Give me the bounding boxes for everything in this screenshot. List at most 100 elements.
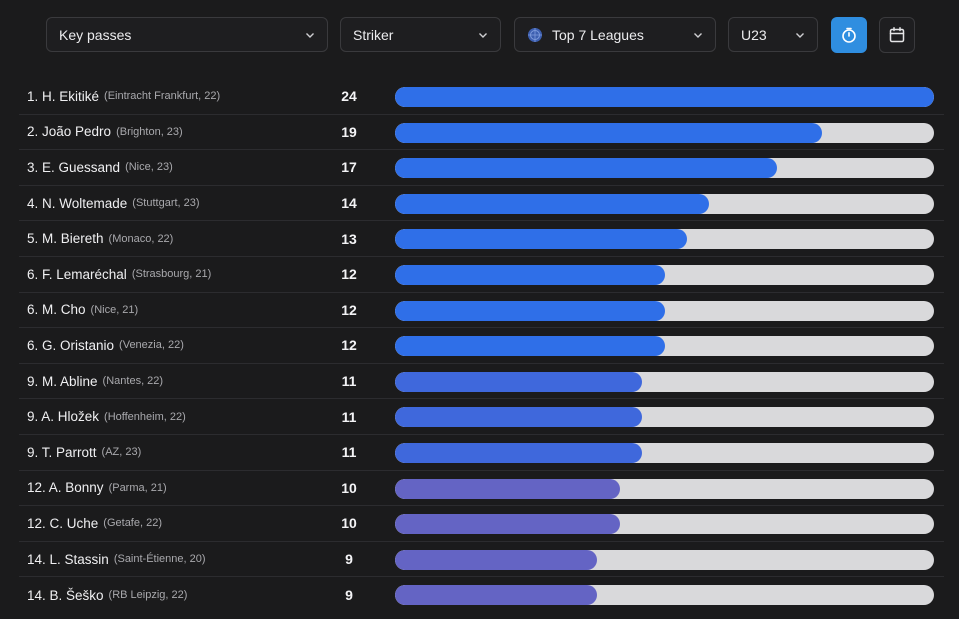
stat-value: 9 xyxy=(345,587,353,604)
stat-value: 11 xyxy=(341,373,357,390)
player-club-age: (Stuttgart, 23) xyxy=(132,197,200,210)
stat-value: 10 xyxy=(341,515,357,532)
bar-track xyxy=(395,442,934,463)
player-club-age: (Nice, 23) xyxy=(125,161,173,174)
player-name: 9. A. Hložek (Hoffenheim, 22) xyxy=(27,399,186,434)
bar-fill xyxy=(395,478,620,499)
stat-value: 11 xyxy=(341,444,357,461)
player-name-text: 9. A. Hložek xyxy=(27,409,100,425)
stat-value: 12 xyxy=(341,301,357,318)
player-club-age: (Monaco, 22) xyxy=(108,232,174,245)
bar-track xyxy=(395,264,934,285)
player-name-text: 5. M. Biereth xyxy=(27,231,104,247)
bar-track xyxy=(395,87,934,107)
player-name-text: 14. L. Stassin xyxy=(27,551,109,567)
table-row[interactable]: 5. M. Biereth (Monaco, 22) 13 xyxy=(19,221,944,257)
player-club-age: (Nantes, 22) xyxy=(102,375,164,388)
player-name: 12. C. Uche (Getafe, 22) xyxy=(27,506,162,541)
bar-fill xyxy=(395,300,665,321)
table-row[interactable]: 2. João Pedro (Brighton, 23) 19 xyxy=(19,115,944,151)
bar-track xyxy=(395,300,934,321)
bar-track xyxy=(395,514,934,535)
stat-value: 17 xyxy=(341,159,357,176)
metric-label: Key passes xyxy=(59,26,132,43)
bar-fill xyxy=(395,549,598,570)
player-club-age: (Brighton, 23) xyxy=(116,125,183,138)
globe-icon xyxy=(528,27,542,42)
table-row[interactable]: 9. T. Parrott (AZ, 23) 11 xyxy=(19,435,944,471)
table-row[interactable]: 6. G. Oristanio (Venezia, 22) 12 xyxy=(19,328,944,364)
player-name: 14. B. Šeško (RB Leipzig, 22) xyxy=(27,577,187,613)
table-row[interactable]: 1. H. Ekitiké (Eintracht Frankfurt, 22) 24 xyxy=(19,79,944,115)
table-row[interactable]: 12. C. Uche (Getafe, 22) 10 xyxy=(19,506,944,542)
bar-track xyxy=(395,336,934,357)
bar-track xyxy=(395,585,934,606)
player-name: 6. F. Lemaréchal (Strasbourg, 21) xyxy=(27,257,211,292)
stat-value: 24 xyxy=(341,88,357,105)
table-row[interactable]: 12. A. Bonny (Parma, 21) 10 xyxy=(19,471,944,507)
stat-value: 12 xyxy=(341,266,357,283)
table-row[interactable]: 6. M. Cho (Nice, 21) 12 xyxy=(19,293,944,329)
player-name-text: 4. N. Woltemade xyxy=(27,195,128,211)
player-club-age: (Nice, 21) xyxy=(90,303,139,316)
age-label: U23 xyxy=(741,26,767,43)
stat-value: 14 xyxy=(341,195,357,212)
stat-value: 13 xyxy=(341,230,357,247)
player-club-age: (Getafe, 22) xyxy=(103,517,162,530)
bar-track xyxy=(395,229,934,250)
bar-fill xyxy=(395,371,643,392)
per90-toggle-button[interactable] xyxy=(831,17,867,53)
bar-fill xyxy=(395,407,643,428)
player-club-age: (Parma, 21) xyxy=(108,481,167,494)
player-name: 6. M. Cho (Nice, 21) xyxy=(27,293,138,328)
bar-track xyxy=(395,193,934,214)
player-club-age: (AZ, 23) xyxy=(101,446,142,459)
bar-track xyxy=(395,371,934,392)
bar-fill xyxy=(395,87,934,107)
chevron-down-icon xyxy=(796,32,804,38)
player-name-text: 1. H. Ekitiké xyxy=(27,88,100,104)
player-club-age: (Strasbourg, 21) xyxy=(131,268,212,281)
bar-fill xyxy=(395,193,710,214)
chevron-down-icon xyxy=(306,32,314,38)
bar-fill xyxy=(395,514,620,535)
player-name: 14. L. Stassin (Saint-Étienne, 20) xyxy=(27,542,206,577)
age-dropdown[interactable]: U23 xyxy=(728,17,818,52)
player-name: 12. A. Bonny (Parma, 21) xyxy=(27,471,167,506)
player-name-text: 3. E. Guessand xyxy=(27,159,121,175)
player-name-text: 12. C. Uche xyxy=(27,515,99,531)
stat-value: 19 xyxy=(341,123,357,140)
position-dropdown[interactable]: Striker xyxy=(340,17,501,52)
bar-fill xyxy=(395,336,665,357)
stopwatch-icon xyxy=(842,27,856,43)
calendar-button[interactable] xyxy=(879,17,915,53)
bar-fill xyxy=(395,442,643,463)
table-row[interactable]: 4. N. Woltemade (Stuttgart, 23) 14 xyxy=(19,186,944,222)
bar-fill xyxy=(395,264,665,285)
chevron-down-icon xyxy=(479,32,487,38)
table-row[interactable]: 3. E. Guessand (Nice, 23) 17 xyxy=(19,150,944,186)
position-label: Striker xyxy=(353,26,394,43)
bar-track xyxy=(395,407,934,428)
player-name-text: 12. A. Bonny xyxy=(27,480,104,496)
bar-fill xyxy=(395,158,777,179)
bar-fill xyxy=(395,229,687,250)
table-row[interactable]: 14. L. Stassin (Saint-Étienne, 20) 9 xyxy=(19,542,944,578)
bar-track xyxy=(395,478,934,499)
player-name-text: 9. M. Abline xyxy=(27,373,98,389)
player-name-text: 6. M. Cho xyxy=(27,302,86,318)
bar-track xyxy=(395,122,934,143)
table-row[interactable]: 9. M. Abline (Nantes, 22) 11 xyxy=(19,364,944,400)
stat-value: 11 xyxy=(341,408,357,425)
metric-dropdown[interactable]: Key passes xyxy=(46,17,328,52)
player-name-text: 14. B. Šeško xyxy=(27,587,104,603)
table-row[interactable]: 6. F. Lemaréchal (Strasbourg, 21) 12 xyxy=(19,257,944,293)
competition-dropdown[interactable]: Top 7 Leagues xyxy=(514,17,716,52)
player-club-age: (Venezia, 22) xyxy=(119,339,184,352)
table-row[interactable]: 14. B. Šeško (RB Leipzig, 22) 9 xyxy=(19,577,944,613)
player-club-age: (Saint-Étienne, 20) xyxy=(113,553,206,566)
chevron-down-icon xyxy=(694,32,702,38)
player-name: 9. M. Abline (Nantes, 22) xyxy=(27,364,163,399)
competition-label: Top 7 Leagues xyxy=(552,26,644,43)
table-row[interactable]: 9. A. Hložek (Hoffenheim, 22) 11 xyxy=(19,399,944,435)
